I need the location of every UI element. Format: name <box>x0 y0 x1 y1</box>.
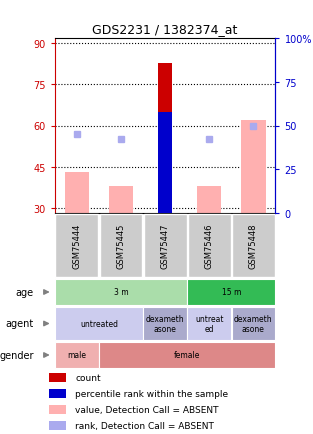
Text: count: count <box>75 373 101 382</box>
Bar <box>55 279 187 305</box>
Text: 3 m: 3 m <box>114 288 128 297</box>
Bar <box>232 215 275 277</box>
Text: value, Detection Call = ABSENT: value, Detection Call = ABSENT <box>75 405 218 414</box>
Text: GSM75447: GSM75447 <box>161 223 170 269</box>
Bar <box>100 215 142 277</box>
Bar <box>241 121 265 214</box>
Bar <box>65 173 89 214</box>
Text: 15 m: 15 m <box>222 288 241 297</box>
Bar <box>49 389 66 398</box>
Text: GSM75448: GSM75448 <box>249 223 258 269</box>
Bar <box>49 405 66 414</box>
Bar <box>143 308 187 340</box>
Text: male: male <box>67 351 86 360</box>
Text: GSM75446: GSM75446 <box>205 223 214 269</box>
Text: agent: agent <box>5 319 33 329</box>
Bar <box>55 308 143 340</box>
Bar <box>188 215 231 277</box>
Bar <box>109 186 133 214</box>
Text: age: age <box>15 287 33 297</box>
Bar <box>144 215 187 277</box>
Bar <box>49 373 66 382</box>
Text: percentile rank within the sample: percentile rank within the sample <box>75 389 228 398</box>
Text: untreat
ed: untreat ed <box>195 314 223 333</box>
Text: GSM75445: GSM75445 <box>116 224 126 269</box>
Text: gender: gender <box>0 350 33 360</box>
Bar <box>197 186 221 214</box>
Text: dexameth
asone: dexameth asone <box>146 314 184 333</box>
Bar <box>158 63 172 214</box>
Text: dexameth
asone: dexameth asone <box>234 314 273 333</box>
Bar <box>158 112 172 214</box>
Text: GSM75444: GSM75444 <box>72 224 81 269</box>
Text: female: female <box>174 351 200 360</box>
Bar <box>187 308 231 340</box>
Bar <box>99 342 275 368</box>
Bar <box>232 308 275 340</box>
Bar <box>187 279 275 305</box>
Bar <box>55 215 98 277</box>
Title: GDS2231 / 1382374_at: GDS2231 / 1382374_at <box>92 23 238 36</box>
Bar <box>55 342 99 368</box>
Text: untreated: untreated <box>80 319 118 328</box>
Text: rank, Detection Call = ABSENT: rank, Detection Call = ABSENT <box>75 421 214 431</box>
Bar <box>49 421 66 431</box>
